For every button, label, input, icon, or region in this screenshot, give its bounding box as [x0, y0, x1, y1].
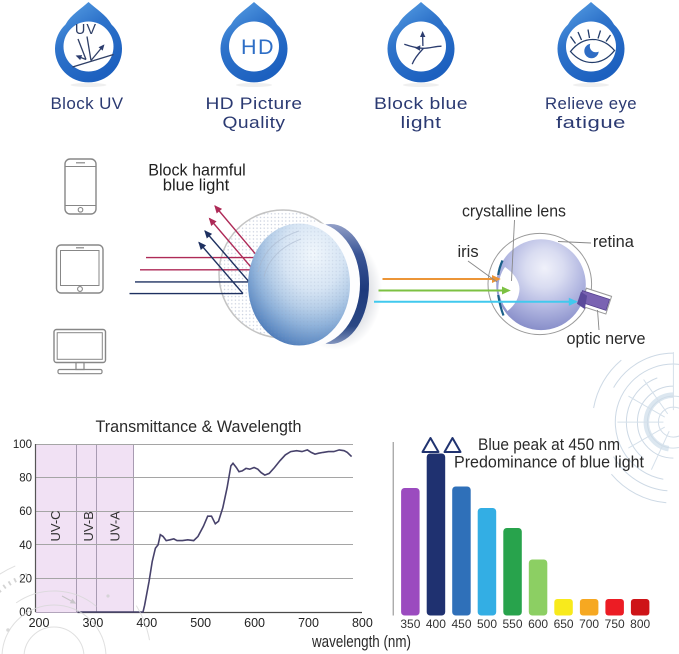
svg-text:HD: HD: [241, 35, 275, 59]
svg-text:iris: iris: [458, 243, 479, 261]
svg-text:750: 750: [605, 617, 625, 631]
svg-text:Block UV: Block UV: [50, 94, 123, 113]
svg-text:60: 60: [19, 506, 32, 518]
svg-text:600: 600: [528, 617, 548, 631]
svg-text:450: 450: [451, 617, 471, 631]
svg-text:fatigue: fatigue: [556, 113, 626, 132]
svg-text:Transmittance & Wavelength: Transmittance & Wavelength: [96, 418, 302, 436]
svg-text:20: 20: [19, 573, 32, 585]
svg-text:Block blue: Block blue: [374, 94, 468, 113]
svg-text:UV: UV: [75, 22, 97, 38]
svg-text:40: 40: [19, 540, 32, 552]
svg-text:400: 400: [426, 617, 446, 631]
svg-text:light: light: [401, 113, 442, 132]
svg-text:crystalline lens: crystalline lens: [462, 203, 566, 221]
svg-text:500: 500: [477, 617, 497, 631]
svg-text:700: 700: [579, 617, 599, 631]
svg-text:HD Picture: HD Picture: [206, 94, 303, 113]
svg-text:200: 200: [29, 616, 50, 630]
svg-text:800: 800: [352, 616, 373, 630]
svg-text:80: 80: [19, 473, 32, 485]
svg-text:700: 700: [298, 616, 319, 630]
svg-text:350: 350: [400, 617, 420, 631]
svg-text:600: 600: [244, 616, 265, 630]
svg-text:400: 400: [136, 616, 157, 630]
svg-text:optic nerve: optic nerve: [567, 330, 646, 348]
svg-text:UV-B: UV-B: [81, 511, 96, 541]
svg-text:550: 550: [502, 617, 522, 631]
svg-text:wavelength (nm): wavelength (nm): [311, 633, 411, 651]
svg-text:Relieve eye: Relieve eye: [545, 94, 637, 113]
svg-text:650: 650: [554, 617, 574, 631]
svg-text:blue light: blue light: [163, 176, 230, 195]
svg-text:100: 100: [13, 439, 32, 451]
svg-text:Block harmful: Block harmful: [148, 161, 246, 180]
svg-text:UV-C: UV-C: [48, 510, 63, 541]
svg-text:800: 800: [630, 617, 650, 631]
svg-text:500: 500: [190, 616, 211, 630]
svg-text:Quality: Quality: [223, 113, 286, 132]
svg-text:Predominance of blue light: Predominance of blue light: [454, 453, 644, 472]
svg-text:UV-A: UV-A: [108, 511, 123, 542]
svg-text:Blue peak at 450 nm: Blue peak at 450 nm: [478, 435, 620, 454]
svg-text:retina: retina: [593, 233, 635, 251]
